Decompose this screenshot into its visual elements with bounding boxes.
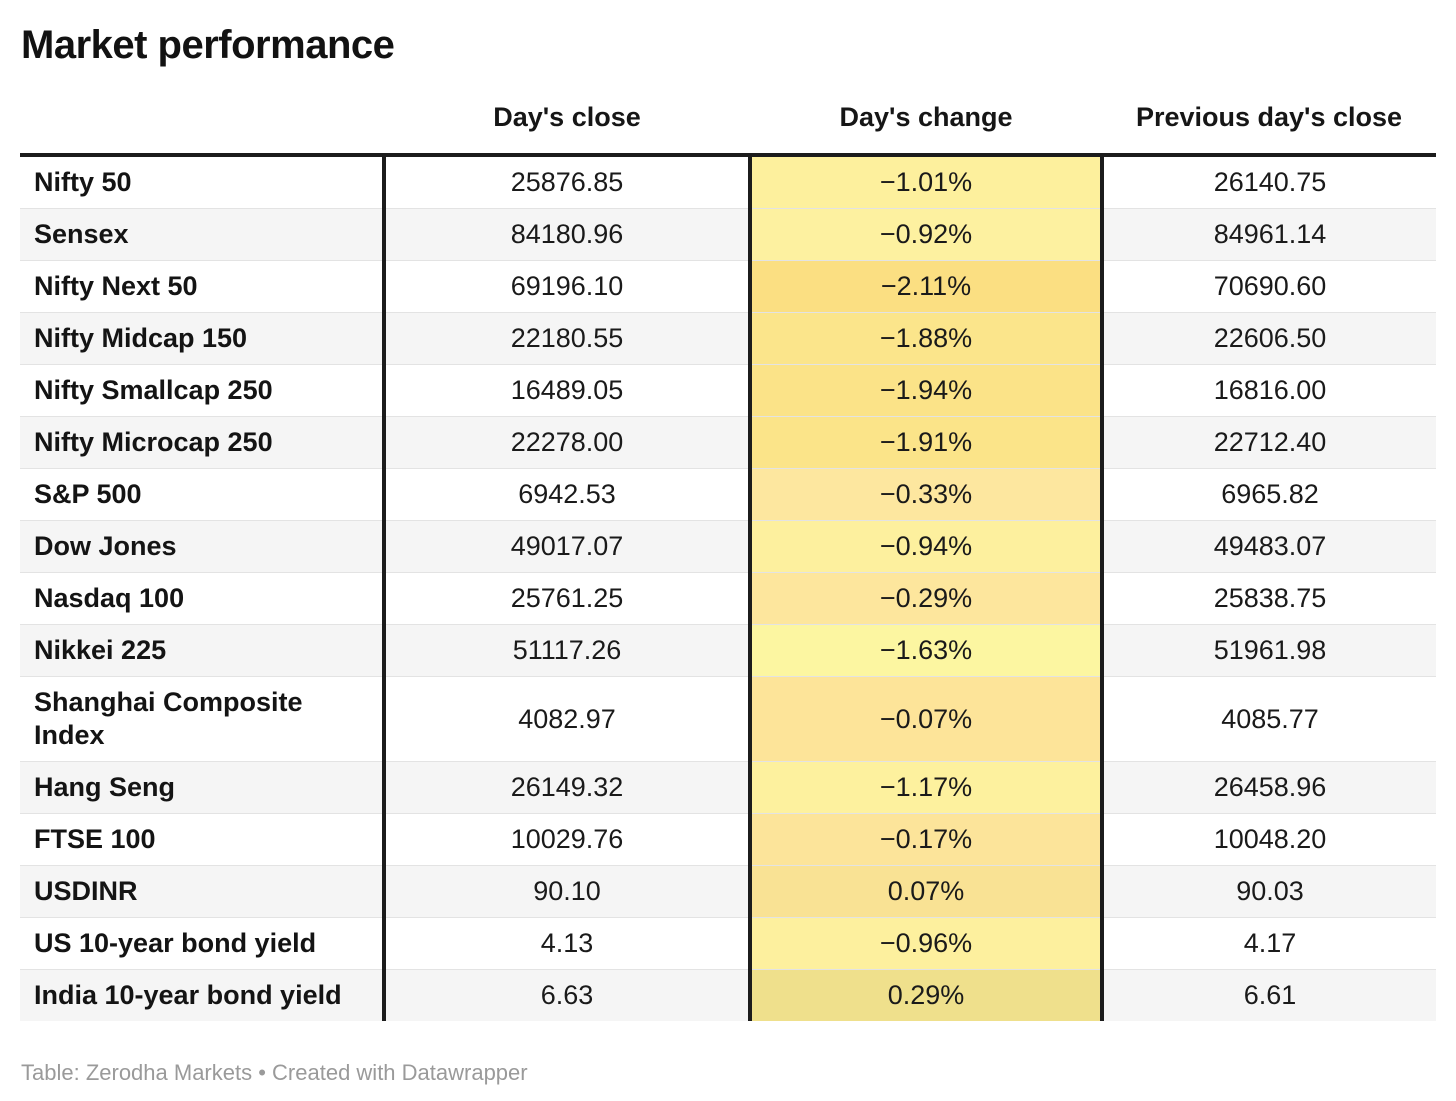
days-change-value: −1.63% [748, 624, 1104, 677]
table-row: Nikkei 225 51117.26 −1.63% 51961.98 [20, 624, 1436, 677]
days-close-value: 6.63 [382, 969, 750, 1021]
days-change-value: −0.94% [748, 520, 1104, 573]
previous-close-value: 22712.40 [1102, 416, 1436, 469]
days-close-value: 4.13 [382, 917, 750, 970]
row-label: India 10-year bond yield [20, 969, 384, 1021]
days-close-value: 51117.26 [382, 624, 750, 677]
table-row: US 10-year bond yield 4.13 −0.96% 4.17 [20, 917, 1436, 970]
days-change-value: −1.91% [748, 416, 1104, 469]
previous-close-value: 16816.00 [1102, 364, 1436, 417]
table-row: Shanghai Composite Index 4082.97 −0.07% 408… [20, 676, 1436, 762]
days-change-value: 0.29% [748, 969, 1104, 1021]
days-change-value: −0.33% [748, 468, 1104, 521]
table-row: Nifty Next 50 69196.10 −2.11% 70690.60 [20, 260, 1436, 313]
col-header-previous-days-close: Previous day's close [1102, 102, 1436, 157]
days-change-value: −0.07% [748, 676, 1104, 762]
previous-close-value: 70690.60 [1102, 260, 1436, 313]
days-close-value: 25761.25 [382, 572, 750, 625]
table-body: Nifty 50 25876.85 −1.01% 26140.75 Sensex 8418… [20, 155, 1436, 1021]
previous-close-value: 26140.75 [1213, 167, 1327, 197]
previous-close-value: 10048.20 [1102, 813, 1436, 866]
days-close-value: 22278.00 [382, 416, 750, 469]
previous-close-value: 6965.82 [1102, 468, 1436, 521]
days-change-value: −0.29% [748, 572, 1104, 625]
previous-close-value: 25838.75 [1102, 572, 1436, 625]
table-row: Nasdaq 100 25761.25 −0.29% 25838.75 [20, 572, 1436, 625]
days-close-value: 90.10 [382, 865, 750, 918]
table-row: Dow Jones 49017.07 −0.94% 49483.07 [20, 520, 1436, 573]
days-close-value: 22180.55 [382, 312, 750, 365]
row-label: Nifty Smallcap 250 [20, 364, 384, 417]
row-label: Nifty Microcap 250 [20, 416, 384, 469]
table-row: Nifty Smallcap 250 16489.05 −1.94% 16816.00 [20, 364, 1436, 417]
table-row: Sensex 84180.96 −0.92% 84961.14 [20, 208, 1436, 261]
page-title: Market performance [21, 23, 395, 67]
row-label: Sensex [20, 208, 384, 261]
days-change-value: −1.17% [748, 761, 1104, 814]
days-change-value: −1.01% [748, 155, 1104, 209]
days-change-value: −1.94% [748, 364, 1104, 417]
days-change-value: −0.96% [748, 917, 1104, 970]
row-label: S&P 500 [20, 468, 384, 521]
previous-close-value: 26458.96 [1102, 761, 1436, 814]
days-change-value: 0.07% [748, 865, 1104, 918]
row-label: US 10-year bond yield [20, 917, 384, 970]
days-close-value: 6942.53 [382, 468, 750, 521]
previous-close-value: 51961.98 [1102, 624, 1436, 677]
row-label: Nifty 50 [34, 167, 132, 197]
days-close-value: 69196.10 [382, 260, 750, 313]
table-header: Day's close Day's change Previous day's … [20, 102, 1436, 157]
days-change-value: −0.92% [748, 208, 1104, 261]
table-row: India 10-year bond yield 6.63 0.29% 6.61 [20, 969, 1436, 1021]
previous-close-value: 84961.14 [1102, 208, 1436, 261]
table-row: FTSE 100 10029.76 −0.17% 10048.20 [20, 813, 1436, 866]
col-header-blank [20, 102, 384, 157]
col-header-days-close: Day's close [384, 102, 750, 157]
row-label: Shanghai Composite Index [20, 676, 384, 762]
row-label: FTSE 100 [20, 813, 384, 866]
market-performance-table: Day's close Day's change Previous day's … [20, 102, 1436, 1021]
previous-close-value: 22606.50 [1102, 312, 1436, 365]
row-label: Nifty Midcap 150 [20, 312, 384, 365]
days-change-value: −0.17% [748, 813, 1104, 866]
table-row: S&P 500 6942.53 −0.33% 6965.82 [20, 468, 1436, 521]
previous-close-value: 4085.77 [1102, 676, 1436, 762]
days-close-value: 4082.97 [382, 676, 750, 762]
days-close-value: 16489.05 [382, 364, 750, 417]
col-header-days-change: Day's change [750, 102, 1102, 157]
attribution-footer: Table: Zerodha Markets • Created with Da… [21, 1060, 528, 1085]
days-change-value: −1.88% [748, 312, 1104, 365]
header-row: Day's close Day's change Previous day's … [20, 102, 1436, 157]
table-row: Nifty 50 25876.85 −1.01% 26140.75 [20, 155, 1436, 209]
days-close-value: 49017.07 [382, 520, 750, 573]
days-change-value: −2.11% [748, 260, 1104, 313]
row-label: Nikkei 225 [20, 624, 384, 677]
days-close-value: 10029.76 [382, 813, 750, 866]
days-close-value: 25876.85 [382, 155, 750, 209]
previous-close-value: 6.61 [1102, 969, 1436, 1021]
table-row: Nifty Midcap 150 22180.55 −1.88% 22606.50 [20, 312, 1436, 365]
row-label: Nasdaq 100 [20, 572, 384, 625]
days-close-value: 84180.96 [382, 208, 750, 261]
row-label: Hang Seng [20, 761, 384, 814]
row-label: USDINR [20, 865, 384, 918]
previous-close-value: 4.17 [1102, 917, 1436, 970]
table-row: Hang Seng 26149.32 −1.17% 26458.96 [20, 761, 1436, 814]
previous-close-value: 49483.07 [1102, 520, 1436, 573]
table-row: USDINR 90.10 0.07% 90.03 [20, 865, 1436, 918]
row-label: Nifty Next 50 [20, 260, 384, 313]
previous-close-value: 90.03 [1102, 865, 1436, 918]
days-close-value: 26149.32 [382, 761, 750, 814]
row-label: Dow Jones [20, 520, 384, 573]
table-row: Nifty Microcap 250 22278.00 −1.91% 22712.40 [20, 416, 1436, 469]
